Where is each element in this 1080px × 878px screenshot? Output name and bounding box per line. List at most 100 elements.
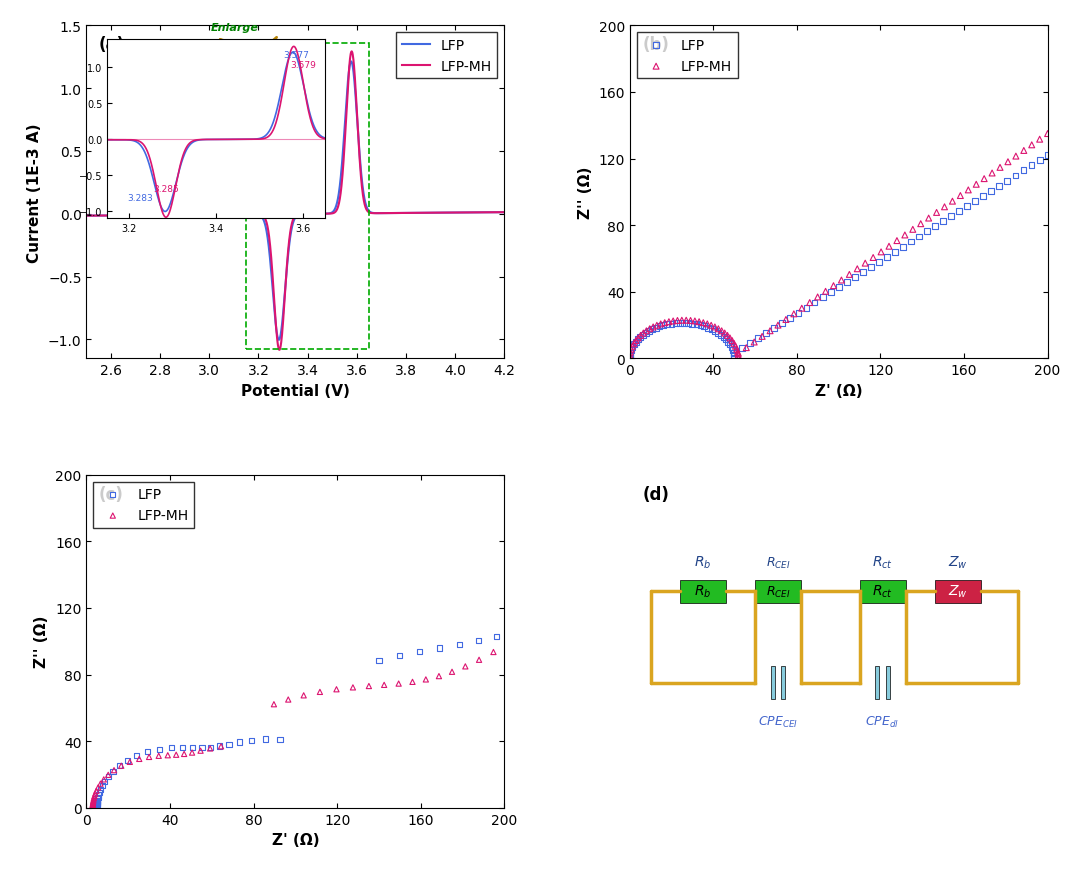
LFP-MH [630,332,647,346]
LFP [700,321,717,335]
LFP-MH [84,801,102,815]
LFP [725,346,742,360]
LFP [89,801,106,815]
Text: $R_{CEI}$: $R_{CEI}$ [766,556,791,571]
LFP [806,296,823,310]
LFP [766,321,783,335]
LFP [139,745,157,759]
LFP-MH [84,801,102,815]
LFP-MH [716,327,733,341]
LFP-MH [632,329,649,343]
Text: $Z_w$: $Z_w$ [948,584,968,600]
Bar [246,44,369,350]
LFP-MH [1015,144,1032,158]
LFP-MH [699,491,716,505]
LFP [92,782,109,796]
LFP-MH [84,801,102,815]
LFP [726,349,743,363]
LFP-MH [273,345,286,356]
LFP [90,790,107,804]
LFP-MH [85,793,103,807]
LFP [91,786,108,800]
LFP-MH [648,319,665,333]
Legend: LFP, LFP-MH: LFP, LFP-MH [636,33,738,79]
LFP [624,341,642,355]
LFP [89,799,106,813]
LFP-MH [730,352,747,366]
LFP [1023,159,1040,173]
LFP-MH [913,218,930,232]
LFP-MH [84,801,102,815]
LFP [603,577,620,591]
LFP [702,509,719,523]
LFP [675,317,692,331]
LFP-MH [84,801,102,815]
LFP [110,759,127,773]
LFP-MH [409,208,422,219]
LFP-MH [745,335,762,349]
LFP-MH [677,313,694,327]
LFP [918,225,935,239]
LFP [1031,154,1049,168]
LFP [731,488,748,502]
LFP [163,741,180,755]
LFP [231,735,248,749]
LFP-MH [85,789,103,803]
LFP [89,801,106,815]
LFP-MH [84,801,102,815]
LFP [894,241,912,255]
LFP [717,333,734,347]
Y-axis label: Current (1E-3 A): Current (1E-3 A) [27,123,42,263]
LFP-MH [721,332,739,346]
LFP-MH [951,190,969,204]
LFP [667,317,685,331]
LFP-MH [99,768,117,782]
LFP [846,270,863,284]
LFP-MH [849,263,866,277]
LFP-MH [944,195,961,209]
FancyBboxPatch shape [781,666,785,700]
LFP [102,211,114,221]
LFP-MH [694,316,712,330]
LFP [621,349,638,363]
LFP [838,276,855,290]
Text: $R_{CEI}$: $R_{CEI}$ [766,584,791,599]
FancyBboxPatch shape [860,580,905,603]
LFP [663,317,680,331]
LFP [184,741,201,755]
LFP [927,220,944,234]
LFP-MH [112,759,130,773]
LFP [875,378,892,392]
Legend: LFP, LFP-MH: LFP, LFP-MH [396,33,498,79]
LFP-MH [975,172,993,186]
LFP-MH [84,800,102,814]
LFP-MH [486,208,499,219]
LFP-MH [485,645,502,659]
LFP-MH [621,352,638,366]
LFP-MH [295,688,312,702]
LFP [950,205,968,219]
LFP [1039,149,1056,163]
LFP [918,344,935,358]
LFP [719,335,737,349]
LFP [943,210,960,224]
LFP-MH [84,801,102,815]
LFP-MH [84,799,102,813]
LFP [410,644,428,658]
LFP-MH [376,678,393,692]
LFP [174,741,191,755]
LFP [99,769,117,783]
LFP [999,175,1016,189]
LFP [498,208,511,219]
LFP [724,343,741,357]
LFP [89,801,106,815]
LFP [119,753,136,767]
LFP-MH [361,680,378,694]
LFP [726,352,743,366]
LFP-MH [283,231,296,241]
LFP [834,409,851,423]
LFP-MH [769,319,786,333]
LFP [870,255,888,270]
LFP-MH [84,799,102,813]
LFP [431,641,448,655]
